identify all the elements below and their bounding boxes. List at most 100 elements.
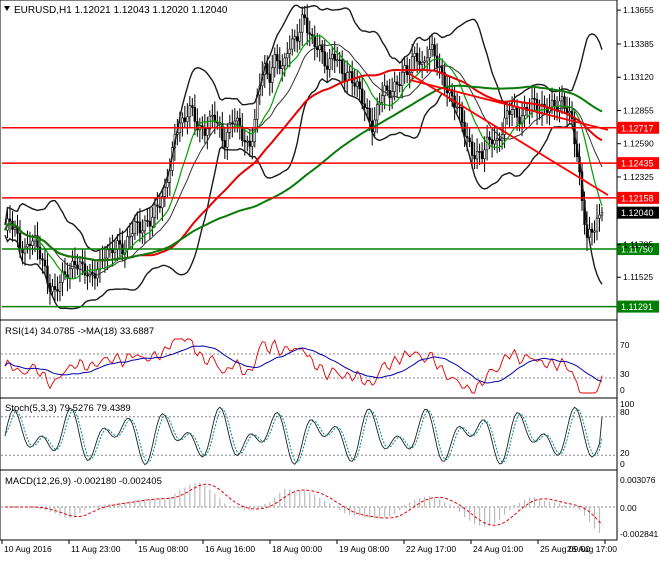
candle-body [553,99,556,107]
stoch-panel[interactable] [0,397,618,471]
level-tag-text: 1.11291 [621,302,653,312]
bollinger-lower-line [4,77,603,310]
candle-body [311,34,314,37]
candle-body [283,57,286,67]
bollinger-middle-line [4,43,603,277]
candle-body [78,261,82,270]
candle-body [203,127,207,136]
time-tick-label: 18 Aug 00:00 [272,544,322,554]
candle-body [540,103,544,113]
candle-body [151,216,154,227]
candle-body [266,63,269,75]
candle-body [248,140,251,147]
candle-body [306,17,309,34]
trendline [408,72,609,196]
candle-body [600,212,604,216]
candle-body [368,108,371,122]
price-tick-label: 1.13655 [623,5,654,15]
candle-body [291,38,294,50]
candle-body [336,59,339,62]
stoch-level-20: 20 [620,448,630,458]
time-tick-label: 16 Aug 16:00 [205,544,255,554]
collapse-triangle-icon[interactable] [4,6,10,11]
rsi-ma-line [4,345,603,384]
candle-body [518,116,521,125]
candle-body [468,137,471,143]
candle-body [118,240,122,245]
level-tag-1.12435[interactable] [617,157,659,170]
level-tag-1.11291[interactable] [617,300,659,313]
candle-body [281,65,284,69]
macd-panel[interactable] [0,469,618,541]
candle-body [475,151,479,160]
candle-body [106,249,109,259]
candle-body [495,138,499,141]
time-tick-label: 26 Aug 17:00 [567,544,617,554]
candle-body [380,95,384,103]
candle-body [211,114,214,117]
ma-long-line [4,84,603,262]
candle-body [478,151,481,153]
current-price-tag[interactable] [617,206,659,219]
candle-body [425,57,429,62]
candle-body [385,85,389,91]
candle-body [158,205,162,209]
candle-body [83,263,87,276]
candle-body [236,117,239,122]
candle-body [395,81,399,85]
candle-body [473,155,476,160]
candle-body [363,103,366,108]
candle-body [568,110,571,114]
rsi-level-70: 70 [620,340,630,350]
candle-body [13,227,17,230]
candle-body [91,271,94,275]
candle-body [550,99,554,108]
candle-body [433,44,436,57]
candle-body [598,214,601,219]
candle-body [208,115,212,130]
candle-body [458,106,461,109]
candle-body [181,117,184,124]
stoch-signal-line [4,408,603,464]
candle-body [273,54,276,68]
candle-body [341,59,344,74]
current-price-text: 1.12040 [621,208,654,218]
level-tag-1.12717[interactable] [617,121,659,134]
candle-body [38,246,42,259]
trendline [408,78,609,131]
price-tick-label: 1.12590 [623,139,654,149]
candle-body [503,117,506,135]
price-tick-label: 1.11785 [623,240,653,250]
candle-body [226,132,229,148]
candle-body [148,220,152,227]
candle-body [415,52,419,62]
candle-body [428,49,431,59]
candle-body [510,109,514,115]
macd-level-zero: 0.00 [620,503,637,513]
candle-body [361,88,364,105]
macd-label: MACD(12,26,9) -0.002180 -0.002405 [5,476,162,487]
candle-body [400,71,404,87]
candle-body [286,53,289,59]
candle-body [353,82,356,87]
level-tag-1.12158[interactable] [617,191,659,204]
candle-body [31,240,34,247]
stoch-level-80: 80 [620,407,630,417]
candle-body [523,107,526,116]
level-tag-1.11750[interactable] [617,243,659,256]
symbol-header: EURUSD,H1 1.12021 1.12043 1.12020 1.1204… [14,5,228,16]
candle-body [21,249,24,254]
candle-body [343,73,346,82]
time-tick-label: 10 Aug 2016 [4,544,52,554]
level-tag-text: 1.12158 [621,193,654,203]
candle-body [488,136,491,141]
candle-body [505,110,509,119]
candle-body [351,71,354,84]
candle-body [413,52,416,57]
candle-body [326,65,329,70]
candle-body [565,108,569,114]
candle-body [128,235,132,238]
candle-body [116,240,119,250]
